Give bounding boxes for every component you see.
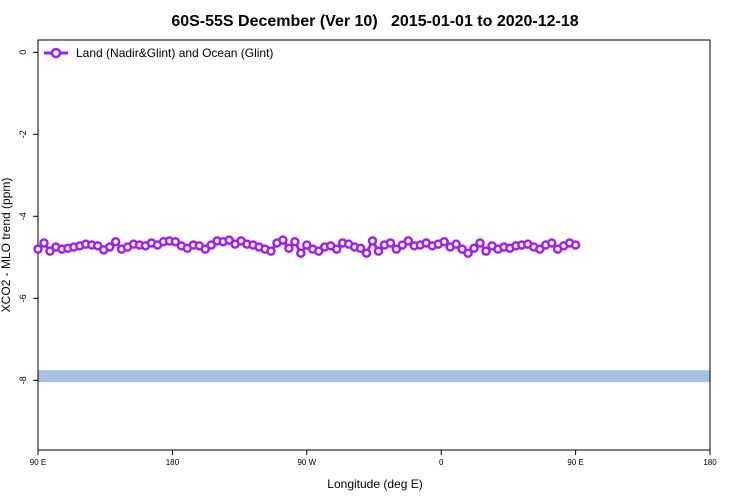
data-point	[391, 244, 402, 254]
data-point	[457, 244, 467, 254]
legend-marker	[50, 47, 62, 59]
data-point	[481, 246, 491, 256]
x-tick-label: 180	[166, 458, 180, 467]
data-point	[39, 238, 49, 248]
x-tick-label: 180	[703, 458, 717, 467]
data-point	[373, 246, 384, 256]
data-point	[546, 238, 557, 248]
data-point	[92, 241, 103, 251]
data-point	[451, 239, 461, 249]
x-tick-label: 0	[439, 458, 444, 467]
y-tick-label: -8	[18, 376, 28, 384]
y-tick-label: 0	[18, 50, 28, 55]
data-point	[367, 236, 378, 246]
data-point	[33, 244, 43, 254]
data-point	[403, 236, 414, 246]
x-axis-label: Longitude (deg E)	[327, 477, 422, 491]
data-point	[110, 236, 121, 247]
data-point	[355, 243, 366, 254]
data-point	[385, 238, 396, 248]
data-point	[331, 244, 342, 254]
x-tick-label: 90 E	[567, 458, 583, 467]
data-point	[296, 248, 306, 258]
legend-label: Land (Nadir&Glint) and Ocean (Glint)	[76, 46, 273, 60]
data-point	[200, 244, 211, 254]
data-point	[570, 240, 581, 250]
y-tick-label: -2	[18, 130, 28, 138]
chart-title: 60S-55S December (Ver 10) 2015-01-01 to …	[171, 13, 578, 30]
data-point	[469, 243, 479, 254]
reference-band	[38, 370, 710, 383]
data-point	[397, 240, 408, 250]
data-point	[284, 243, 294, 254]
data-point	[170, 236, 181, 247]
data-point	[290, 236, 300, 247]
x-tick-label: 90 E	[30, 458, 46, 467]
y-axis-label: XCO2 - MLO trend (ppm)	[0, 178, 13, 313]
data-point	[206, 240, 216, 250]
data-point	[104, 242, 115, 252]
data-point	[313, 246, 324, 256]
y-tick-label: -6	[18, 294, 28, 302]
y-tick-label: -4	[18, 212, 28, 220]
data-point	[266, 246, 276, 256]
data-point	[45, 246, 55, 256]
data-point	[278, 235, 288, 245]
data-point	[439, 236, 449, 247]
data-point	[302, 240, 312, 250]
data-point	[463, 248, 473, 258]
data-point	[224, 235, 234, 245]
data-point	[361, 248, 372, 258]
data-point	[475, 238, 485, 248]
data-point	[535, 244, 545, 254]
x-tick-label: 90 W	[297, 458, 316, 467]
